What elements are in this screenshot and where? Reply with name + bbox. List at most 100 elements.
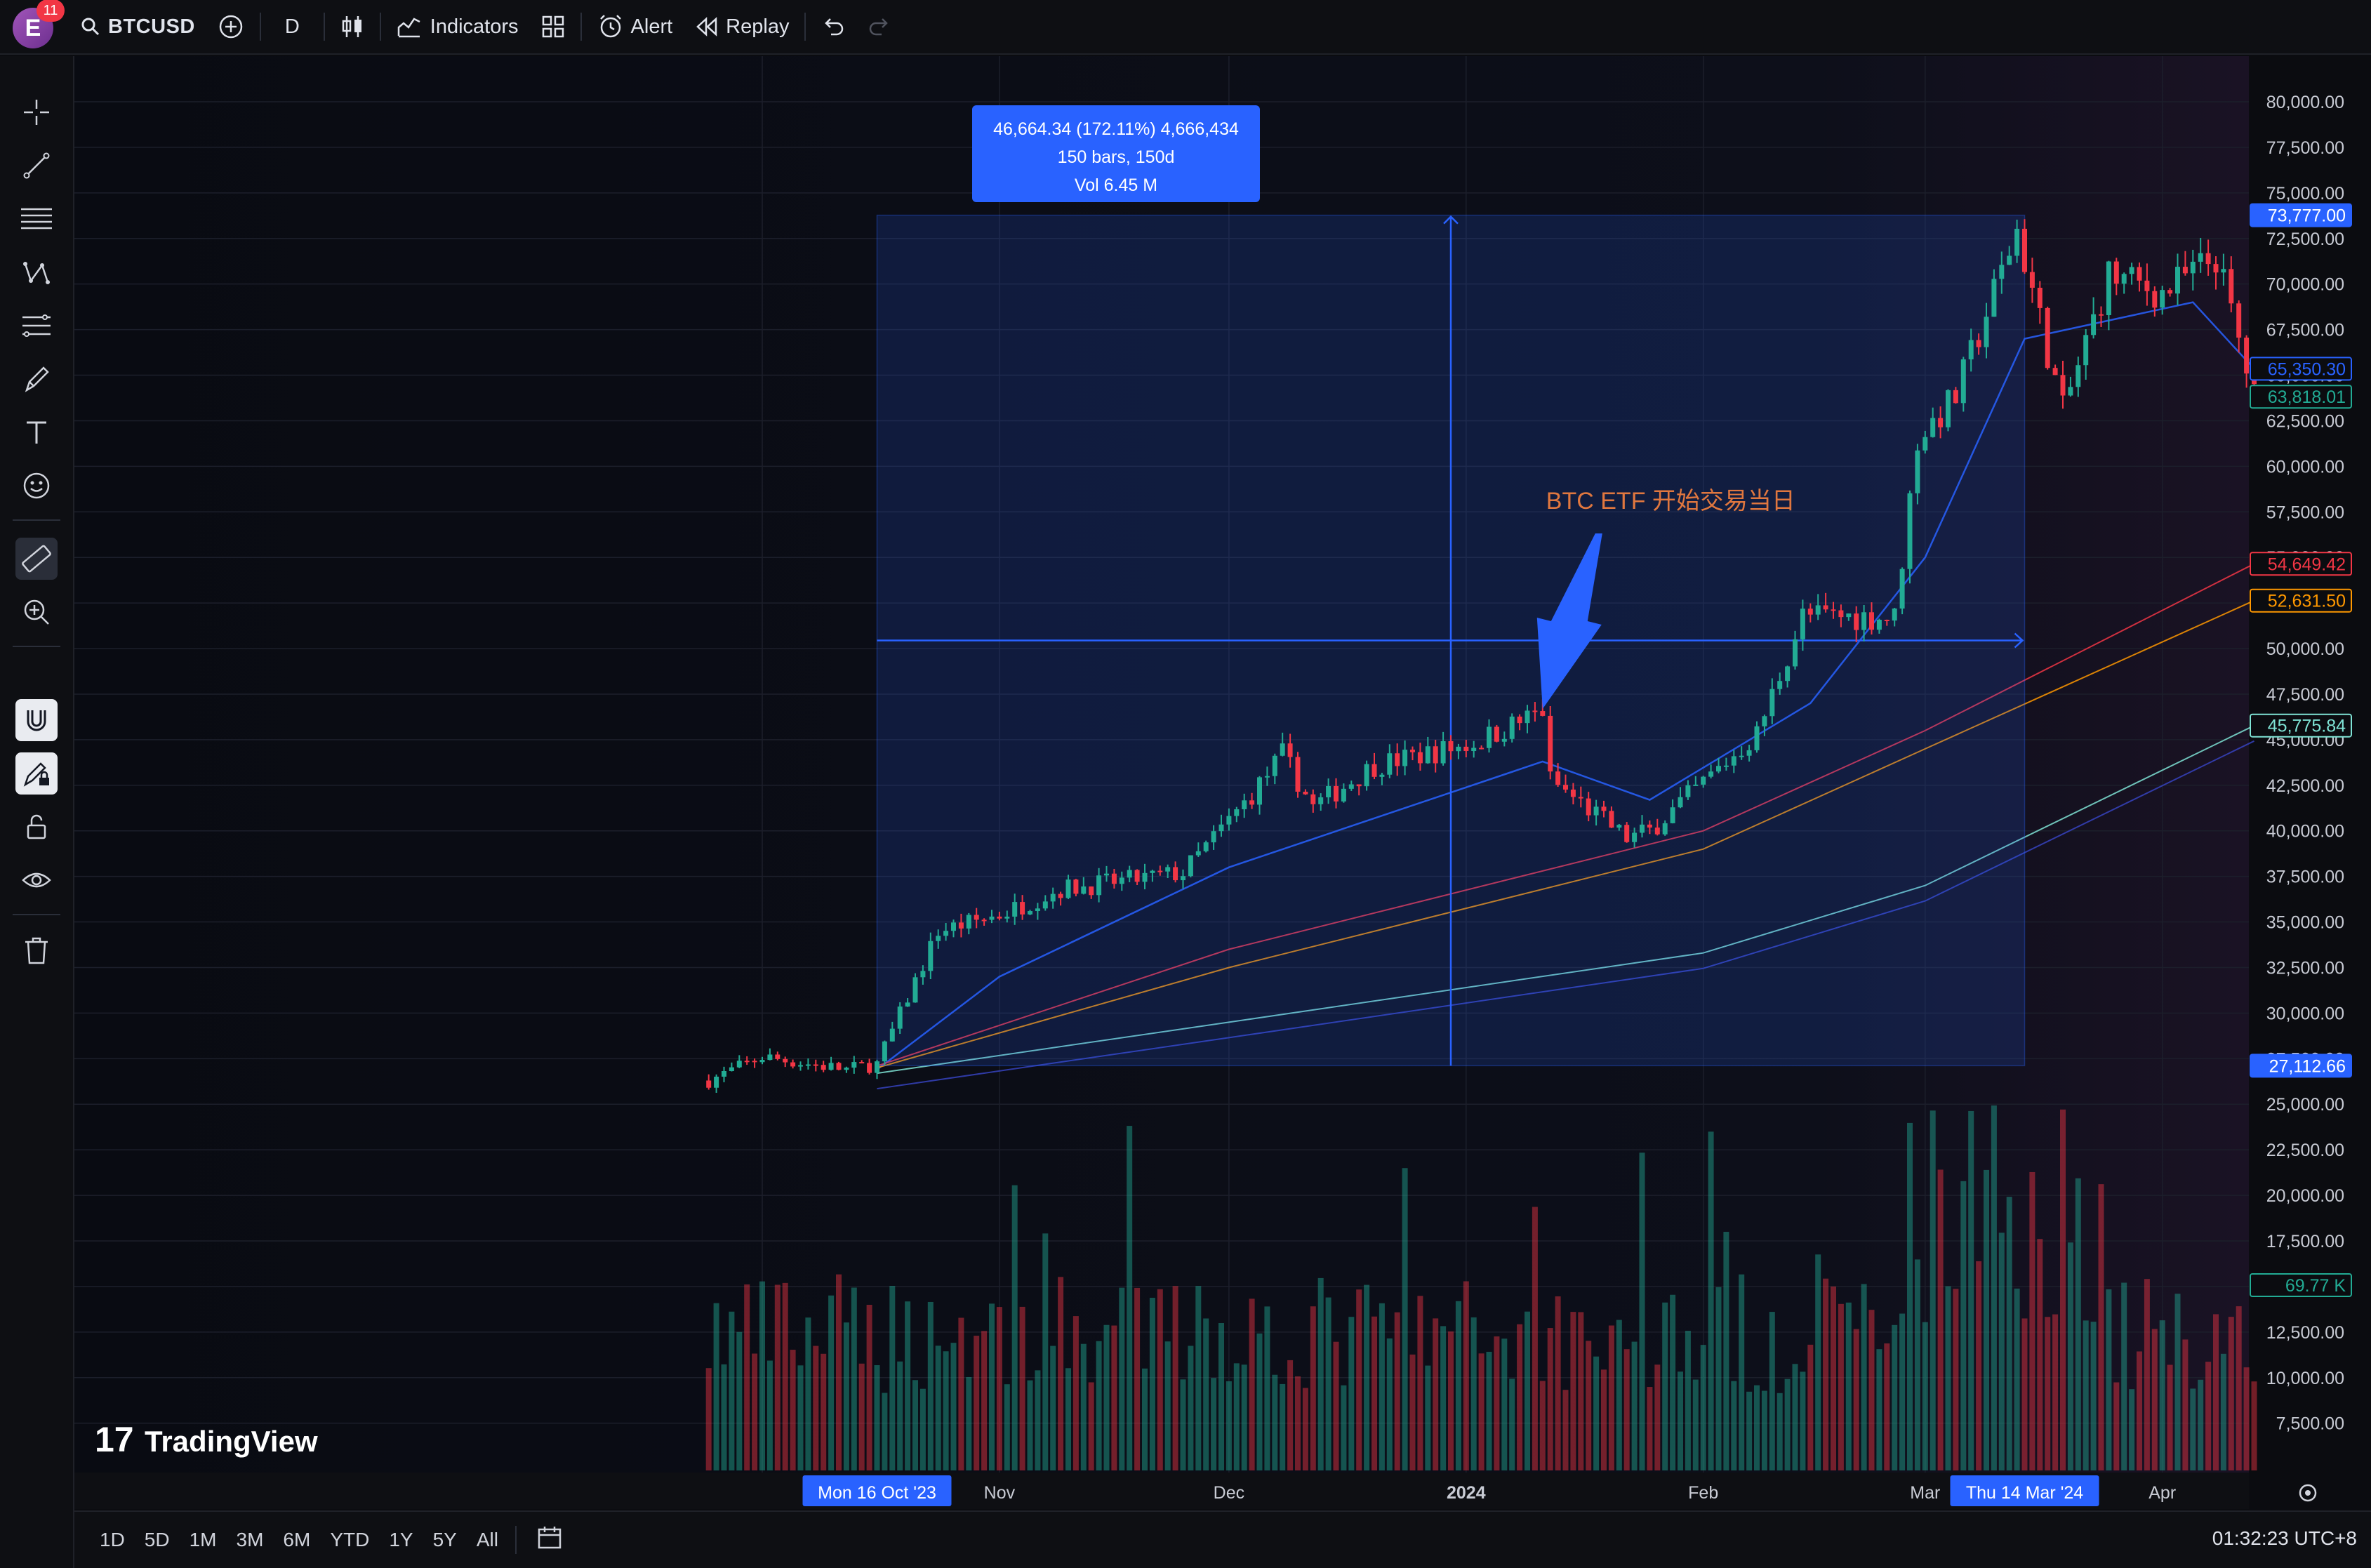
- compare-symbol-button[interactable]: [206, 0, 255, 54]
- trend-line-tool[interactable]: [15, 145, 58, 187]
- candle-body: [714, 1076, 719, 1088]
- candle-body: [981, 919, 987, 922]
- candle-body: [1042, 901, 1048, 909]
- volume-bar: [950, 1343, 957, 1470]
- volume-bar: [1417, 1296, 1423, 1470]
- user-avatar[interactable]: E 11: [13, 0, 65, 48]
- fib-tool[interactable]: [15, 305, 58, 347]
- emoji-tool[interactable]: [15, 465, 58, 507]
- volume-bar: [713, 1303, 719, 1470]
- volume-bar: [1601, 1369, 1607, 1470]
- volume-bar: [1731, 1381, 1737, 1470]
- layouts-button[interactable]: [530, 0, 576, 54]
- range-6m[interactable]: 6M: [283, 1529, 311, 1550]
- range-3m[interactable]: 3M: [236, 1529, 264, 1550]
- price-tag: [2250, 357, 2352, 381]
- candle-body: [775, 1054, 781, 1059]
- candle-body: [2152, 291, 2158, 308]
- candle-body: [2052, 368, 2058, 376]
- price-tick-label: 50,000.00: [2266, 639, 2344, 659]
- volume-bar: [1065, 1368, 1071, 1470]
- interval-label: D: [284, 15, 300, 38]
- chart-type-button[interactable]: [329, 0, 376, 54]
- volume-bars: [705, 1105, 2257, 1470]
- range-1d[interactable]: 1D: [100, 1529, 125, 1550]
- candle-body: [1242, 800, 1247, 809]
- candle-body: [1089, 886, 1094, 896]
- magnet-icon: [27, 710, 46, 731]
- price-tag: [2250, 713, 2352, 738]
- notification-badge: 11: [36, 0, 65, 22]
- range-all[interactable]: All: [476, 1529, 498, 1550]
- go-to-date-button[interactable]: [521, 1524, 580, 1557]
- time-axis[interactable]: OctNovDec2024FebMarAprMon 16 Oct '23Thu …: [74, 1473, 2249, 1509]
- volume-bar: [1984, 1169, 1989, 1470]
- volume-bar: [1578, 1312, 1584, 1470]
- interval-button[interactable]: D: [265, 0, 319, 54]
- measure-line-2: 150 bars, 150d: [1057, 147, 1175, 167]
- measure-arrow-right: [2014, 632, 2024, 649]
- symbol-name: BTCUSD: [108, 15, 195, 38]
- volume-bar: [1593, 1356, 1600, 1470]
- candle-body: [1716, 766, 1721, 772]
- candle-body: [1203, 842, 1209, 851]
- candle-body: [1134, 870, 1140, 882]
- pattern-tool[interactable]: [15, 251, 58, 293]
- price-axis[interactable]: 80,000.00 77,500.00 75,000.00 72,500.00 70,0…: [2250, 93, 2352, 1434]
- indicators-button[interactable]: Indicators: [385, 0, 530, 54]
- remove-drawings-tool[interactable]: [15, 929, 58, 971]
- redo-button[interactable]: [856, 0, 903, 54]
- volume-bar: [912, 1380, 918, 1470]
- volume-bar: [1807, 1344, 1814, 1470]
- volume-bar: [2021, 1318, 2028, 1470]
- ruler-tool[interactable]: [15, 538, 58, 580]
- crosshair-tool[interactable]: [15, 91, 58, 133]
- range-5d[interactable]: 5D: [144, 1529, 170, 1550]
- volume-bar: [1233, 1363, 1240, 1470]
- alert-button[interactable]: Alert: [586, 0, 684, 54]
- annotation-arrow[interactable]: BTC ETF 开始交易当日: [1536, 488, 1795, 709]
- volume-bar: [882, 1393, 888, 1470]
- volume-bar: [1670, 1294, 1676, 1470]
- candle-body: [1364, 764, 1369, 787]
- timezone-clock[interactable]: 01:32:23 UTC+8: [2212, 1527, 2357, 1549]
- candle-body: [722, 1071, 726, 1077]
- undo-button[interactable]: [810, 0, 856, 54]
- chart-settings-button[interactable]: [2299, 1484, 2317, 1502]
- volume-bar: [1800, 1371, 1806, 1470]
- range-ytd[interactable]: YTD: [330, 1529, 370, 1550]
- volume-bar: [1692, 1379, 1699, 1470]
- candle-body: [1249, 800, 1255, 805]
- volume-bar: [1723, 1232, 1729, 1470]
- range-5y[interactable]: 5Y: [432, 1529, 457, 1550]
- candle-body: [1869, 612, 1874, 630]
- text-tool[interactable]: [15, 411, 58, 453]
- candle-body: [1035, 908, 1040, 912]
- brush-tool[interactable]: [15, 358, 58, 400]
- candle-body: [1593, 806, 1599, 816]
- candle-body: [2213, 264, 2219, 273]
- volume-bar: [813, 1346, 819, 1470]
- candle-body: [974, 915, 979, 920]
- candle-body: [867, 1063, 872, 1073]
- range-1y[interactable]: 1Y: [389, 1529, 413, 1550]
- candle-body: [1793, 639, 1798, 667]
- volume-bar: [1180, 1379, 1186, 1470]
- stay-in-drawing-mode-tool[interactable]: [15, 752, 58, 795]
- horizontal-lines-tool[interactable]: [15, 198, 58, 240]
- replay-button[interactable]: Replay: [684, 0, 800, 54]
- magnet-tool[interactable]: [15, 699, 58, 741]
- brush-icon: [25, 366, 49, 392]
- candle-body: [1272, 755, 1277, 776]
- candle-body: [1310, 794, 1316, 804]
- lock-drawings-tool[interactable]: [15, 806, 58, 848]
- volume-bar: [1761, 1390, 1767, 1470]
- zoom-in-tool[interactable]: [15, 591, 58, 633]
- volume-bar: [1096, 1341, 1102, 1470]
- trend-line-icon: [23, 152, 50, 179]
- hide-drawings-tool[interactable]: [15, 859, 58, 901]
- symbol-search-button[interactable]: BTCUSD: [69, 0, 206, 54]
- volume-bar: [1845, 1302, 1852, 1470]
- range-1m[interactable]: 1M: [189, 1529, 217, 1550]
